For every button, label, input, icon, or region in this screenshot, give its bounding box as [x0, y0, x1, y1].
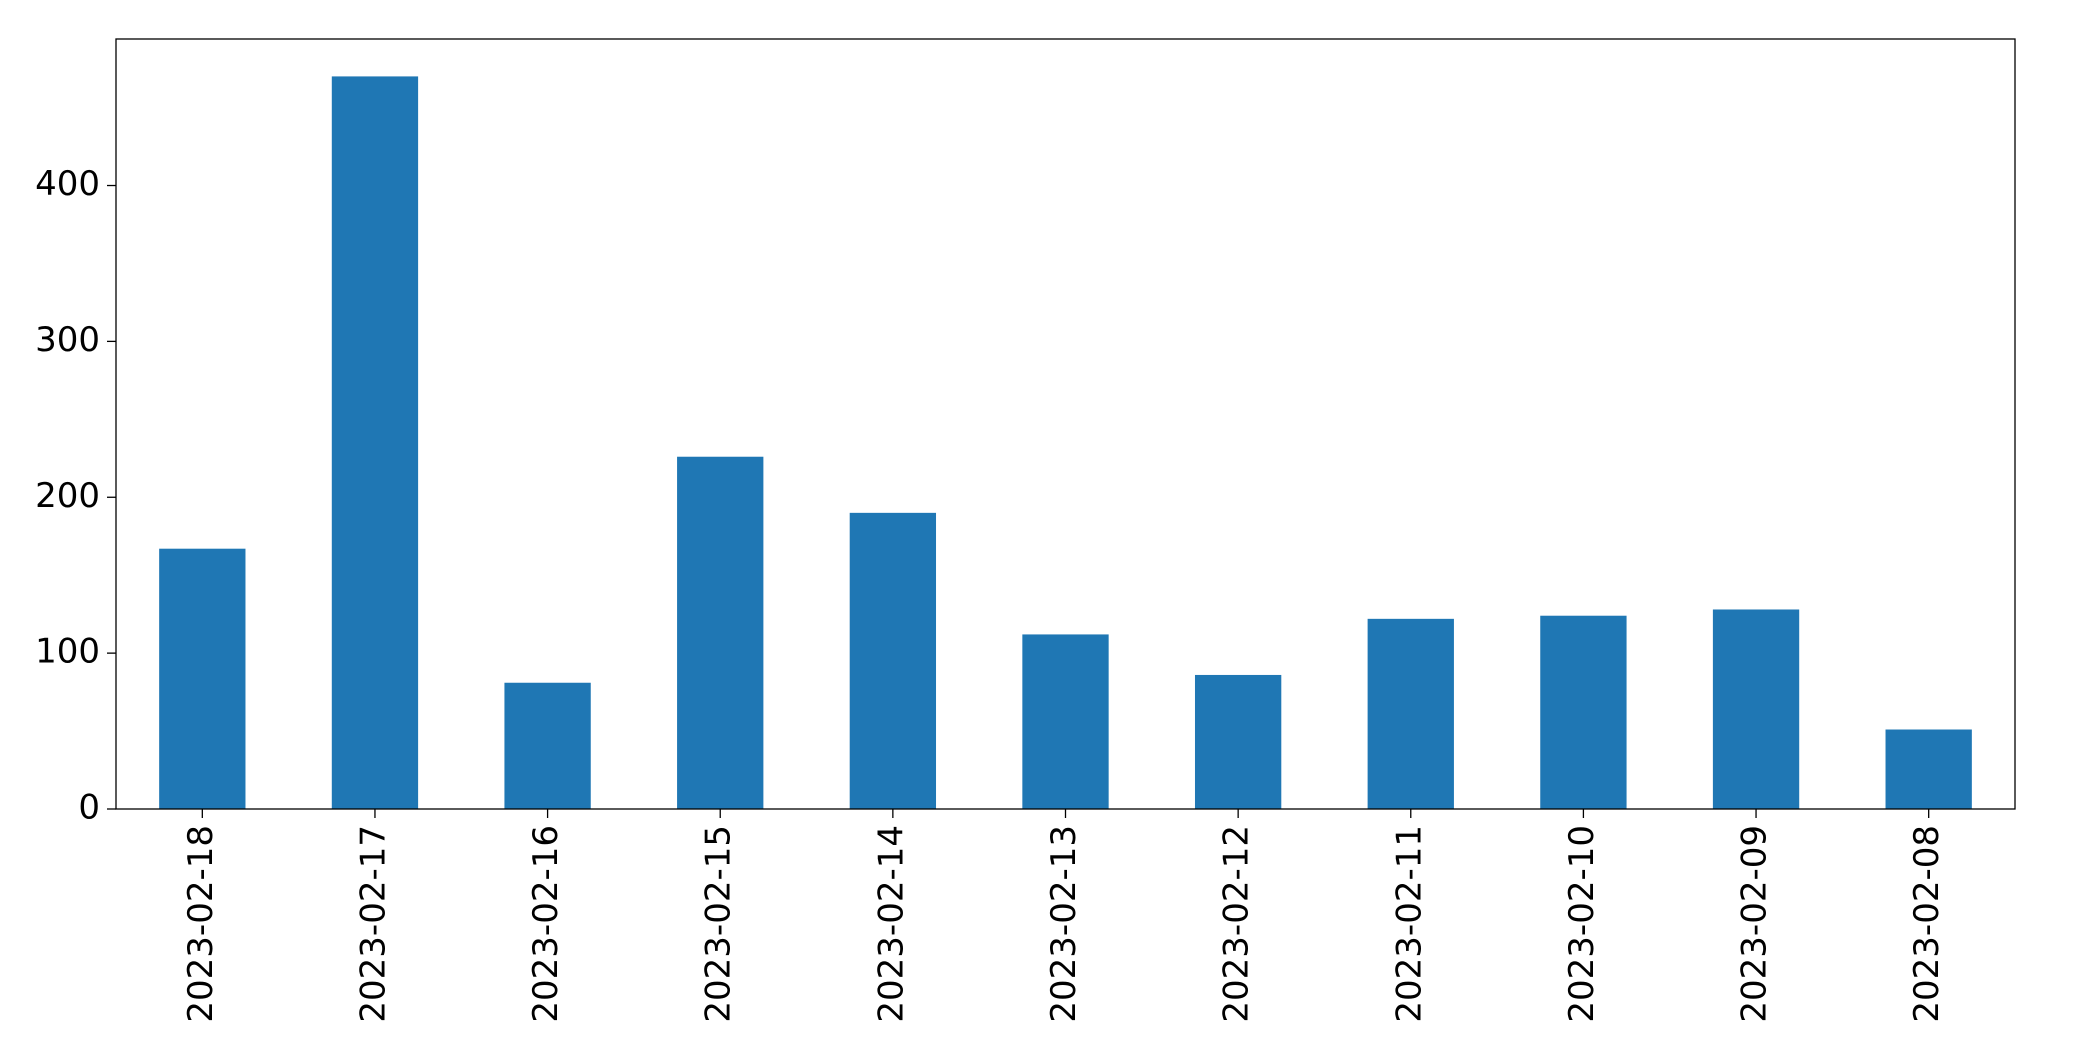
y-tick-label: 300: [35, 320, 100, 360]
bar: [159, 548, 246, 809]
bar: [504, 682, 591, 809]
bar: [1540, 615, 1627, 809]
bar: [849, 512, 937, 809]
bar: [677, 456, 764, 809]
bar: [1367, 618, 1454, 809]
x-tick-label: 2023-02-12: [1217, 825, 1257, 1023]
plot-frame: [115, 38, 2016, 810]
bar: [1712, 609, 1800, 809]
x-tick-label: 2023-02-11: [1389, 825, 1429, 1023]
y-tick-label: 400: [35, 164, 100, 204]
x-tick-label: 2023-02-18: [181, 825, 221, 1023]
y-tick-label: 0: [78, 788, 100, 828]
x-tick-label: 2023-02-17: [353, 825, 393, 1023]
bar: [331, 76, 419, 809]
bar: [1885, 729, 1972, 809]
x-tick-label: 2023-02-13: [1044, 825, 1084, 1023]
x-tick-label: 2023-02-10: [1562, 825, 1602, 1023]
x-tick-label: 2023-02-15: [699, 825, 739, 1023]
x-tick-label: 2023-02-16: [526, 825, 566, 1023]
x-tick-label: 2023-02-14: [871, 825, 911, 1023]
y-tick-label: 200: [35, 476, 100, 516]
bar: [1194, 674, 1282, 809]
bar: [1022, 634, 1109, 809]
x-tick-label: 2023-02-09: [1735, 825, 1775, 1023]
y-tick-label: 100: [35, 632, 100, 672]
x-tick-label: 2023-02-08: [1907, 825, 1947, 1023]
